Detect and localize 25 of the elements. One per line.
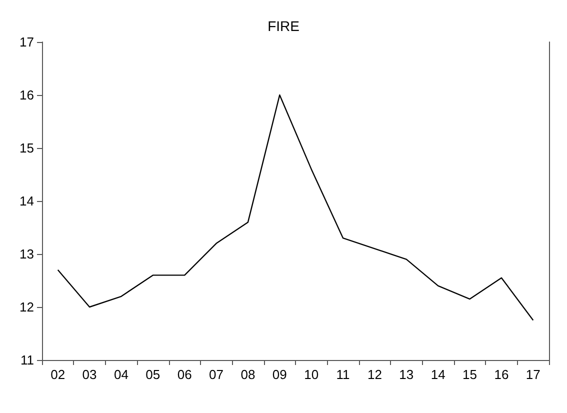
x-tick-label: 08: [240, 367, 256, 382]
x-tick-label: 15: [462, 367, 478, 382]
x-tick-label: 12: [367, 367, 382, 382]
x-tick-label: 04: [114, 367, 128, 382]
x-tick-label: 10: [304, 367, 319, 382]
y-tick-label: 14: [20, 194, 34, 208]
y-tick-label: 17: [20, 34, 34, 50]
y-tick-label: 16: [20, 88, 34, 102]
y-tick-label: 11: [20, 352, 34, 368]
x-tick-label: 06: [177, 367, 192, 382]
y-tick-label: 13: [20, 246, 34, 262]
x-tick-label: 11: [336, 367, 350, 382]
x-tick-label: 17: [526, 367, 540, 382]
chart-title: FIRE: [268, 18, 300, 34]
y-tick-label: 15: [20, 140, 34, 156]
x-tick-label: 03: [82, 367, 97, 382]
x-tick-label: 13: [399, 367, 414, 382]
x-tick-label: 16: [494, 367, 509, 382]
x-tick-label: 09: [272, 367, 287, 382]
x-tick-label: 02: [50, 367, 66, 382]
line-series: [57, 94, 534, 321]
x-tick-label: 14: [430, 367, 446, 382]
y-tick-label: 12: [20, 300, 34, 314]
x-tick-label: 07: [209, 367, 224, 382]
x-tick-label: 05: [146, 367, 160, 382]
